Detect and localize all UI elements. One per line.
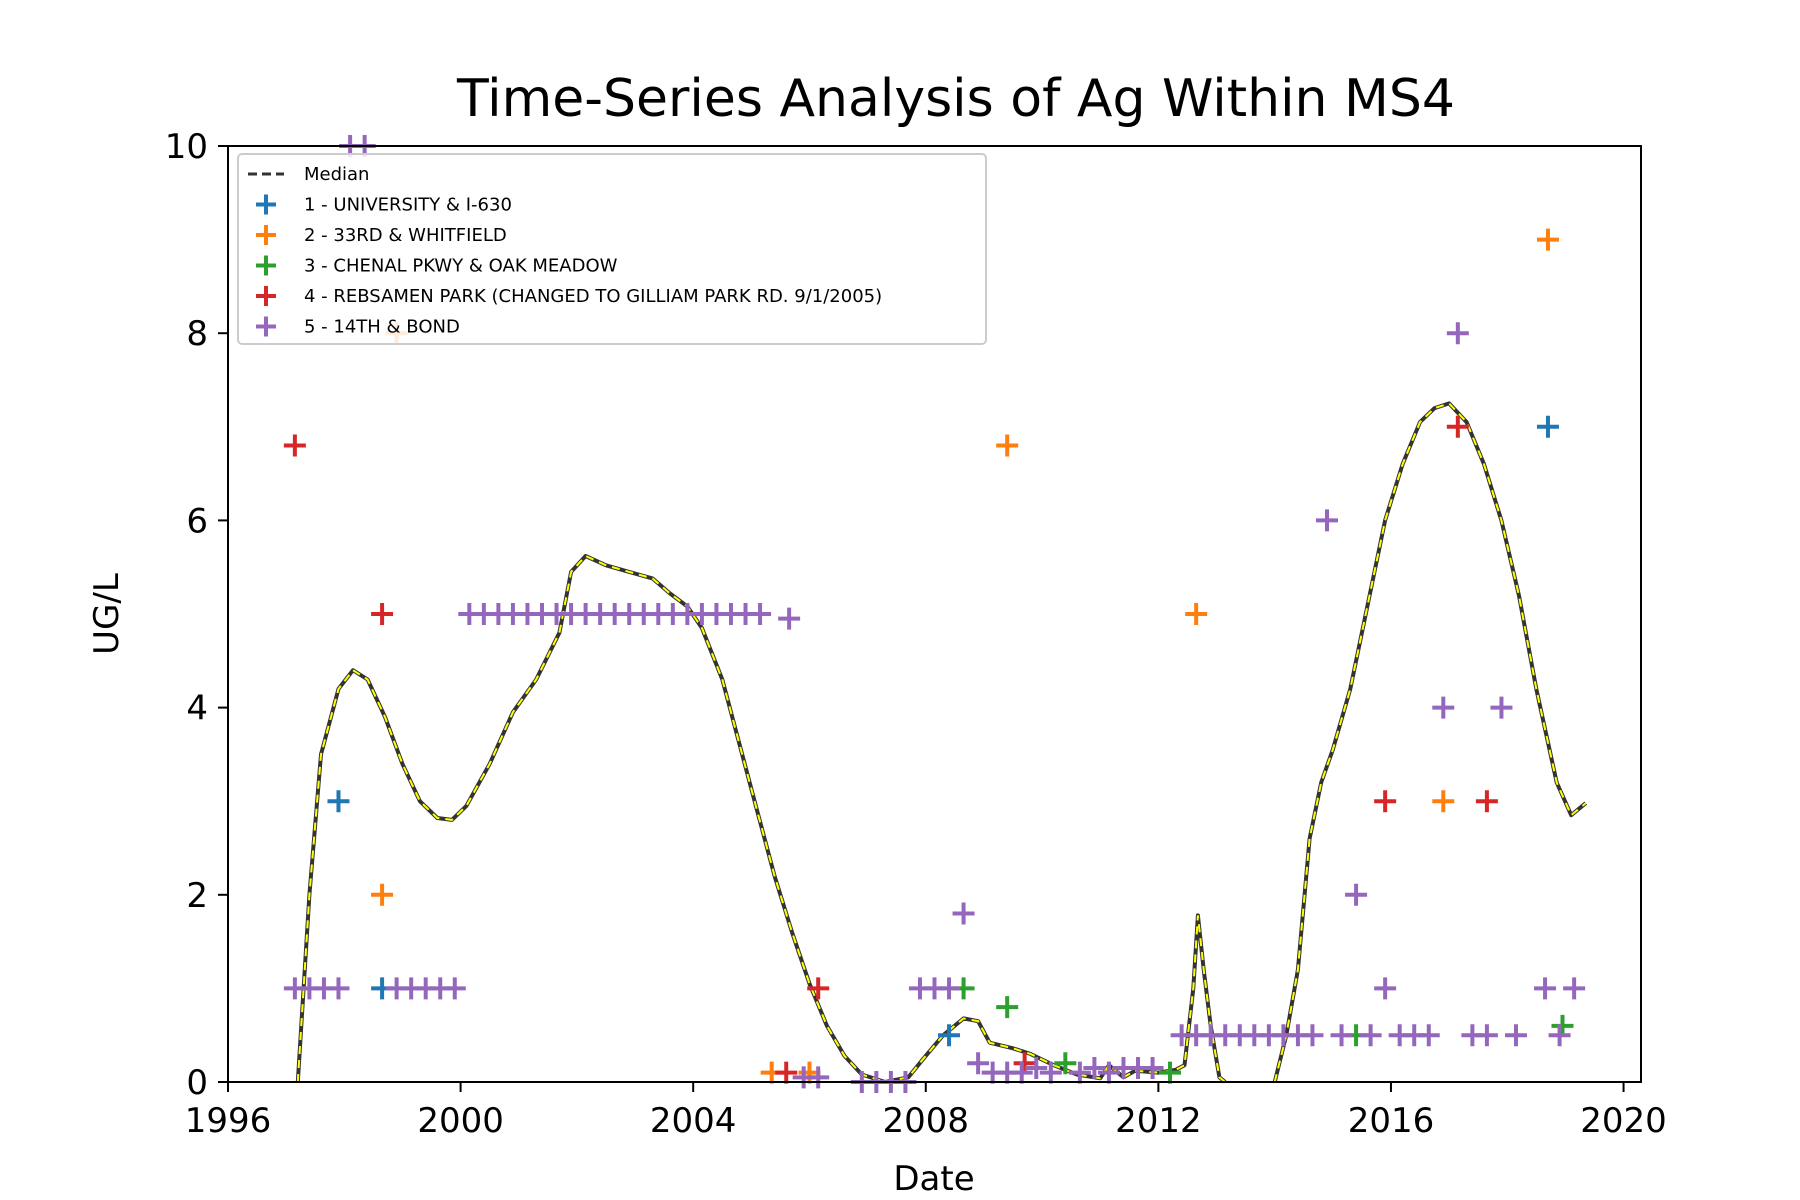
x-tick-label: 2020 <box>1580 1101 1667 1141</box>
y-axis: 0 2 4 6 8 10 <box>165 127 228 1103</box>
data-point <box>1330 1024 1353 1047</box>
legend-median-label: Median <box>304 164 369 185</box>
data-point <box>1359 1024 1382 1047</box>
data-point <box>1054 1052 1077 1075</box>
chart-title: Time-Series Analysis of Ag Within MS4 <box>456 69 1455 129</box>
legend: Median 1 - UNIVERSITY & I-630 2 - 33RD & W… <box>237 153 987 345</box>
x-tick-label: 2016 <box>1348 1101 1435 1141</box>
legend-swatch <box>256 255 276 276</box>
median-line-2 <box>1273 402 1587 1083</box>
data-point <box>1039 1061 1062 1084</box>
x-axis-title: Date <box>893 1159 974 1199</box>
data-point <box>1025 1056 1048 1079</box>
data-point <box>996 434 1019 457</box>
x-tick-label: 1996 <box>185 1101 272 1141</box>
y-tick-label: 2 <box>186 876 208 916</box>
data-point <box>1536 415 1559 438</box>
data-point <box>1446 415 1469 438</box>
data-point <box>1316 509 1338 532</box>
legend-label: 5 - 14TH & BOND <box>304 317 460 338</box>
data-point <box>1551 1014 1574 1037</box>
plot-frame <box>227 145 1642 1083</box>
data-point <box>1013 1052 1036 1075</box>
data-point <box>1374 977 1397 1000</box>
data-point <box>1345 883 1368 906</box>
data-point <box>967 1052 990 1075</box>
data-point <box>327 790 350 813</box>
data-point <box>371 883 394 906</box>
data-point <box>1301 1024 1324 1047</box>
data-point <box>1083 1056 1106 1079</box>
data-point <box>1374 790 1397 813</box>
series-4-rebsamen-park-changed-to-gilliam-park-rd-9-1-2005 <box>283 415 1498 1084</box>
data-point <box>778 607 801 630</box>
data-point <box>443 977 466 1000</box>
y-tick-label: 0 <box>186 1063 208 1103</box>
legend-swatch <box>256 194 276 215</box>
data-point <box>1446 322 1469 345</box>
series-5-14th-bond <box>283 135 1586 1093</box>
data-point <box>1010 1061 1033 1084</box>
legend-label: 2 - 33RD & WHITFIELD <box>304 225 507 246</box>
data-point <box>1563 977 1586 1000</box>
data-point <box>1475 1024 1498 1047</box>
median-line-base-1 <box>295 554 1227 1084</box>
data-point <box>807 977 830 1000</box>
data-point <box>1536 228 1559 251</box>
data-point <box>1432 696 1455 719</box>
data-point <box>749 603 772 625</box>
data-point <box>775 1061 798 1084</box>
data-point <box>938 977 961 1000</box>
legend-box <box>237 153 987 345</box>
data-point <box>371 603 394 625</box>
data-point <box>1185 603 1208 625</box>
x-axis: 1996 2000 2004 2008 2012 2016 2020 <box>185 1082 1667 1141</box>
y-tick-label: 10 <box>165 127 208 167</box>
legend-label: 4 - REBSAMEN PARK (CHANGED TO GILLIAM PA… <box>304 286 882 307</box>
data-point <box>327 977 350 1000</box>
y-tick-label: 6 <box>186 501 208 541</box>
x-tick-label: 2012 <box>1115 1101 1202 1141</box>
data-point <box>1534 977 1557 1000</box>
data-point <box>996 996 1019 1019</box>
data-point <box>952 902 975 925</box>
y-tick-label: 8 <box>186 314 208 354</box>
data-point <box>807 1066 830 1089</box>
data-point <box>938 1024 961 1047</box>
data-point <box>1417 1024 1440 1047</box>
points-layer <box>283 135 1586 1093</box>
median-layer <box>295 401 1588 1084</box>
data-point <box>1548 1024 1571 1047</box>
data-point <box>1432 790 1455 813</box>
y-tick-label: 4 <box>186 689 208 729</box>
legend-swatch <box>256 316 276 337</box>
x-tick-label: 2004 <box>650 1101 737 1141</box>
data-point <box>1141 1056 1164 1079</box>
legend-label: 3 - CHENAL PKWY & OAK MEADOW <box>304 256 618 277</box>
data-point <box>1097 1061 1120 1084</box>
data-point <box>1475 790 1498 813</box>
y-axis-title: UG/L <box>87 573 127 655</box>
x-tick-label: 2008 <box>883 1101 970 1141</box>
data-point <box>1159 1061 1181 1084</box>
data-point <box>1490 696 1513 719</box>
data-point <box>1504 1024 1527 1047</box>
legend-label: 1 - UNIVERSITY & I-630 <box>304 195 512 216</box>
x-tick-label: 2000 <box>417 1101 504 1141</box>
legend-swatch <box>256 286 276 306</box>
legend-swatch <box>256 225 276 245</box>
data-point <box>1068 1061 1091 1084</box>
data-point <box>283 434 306 457</box>
